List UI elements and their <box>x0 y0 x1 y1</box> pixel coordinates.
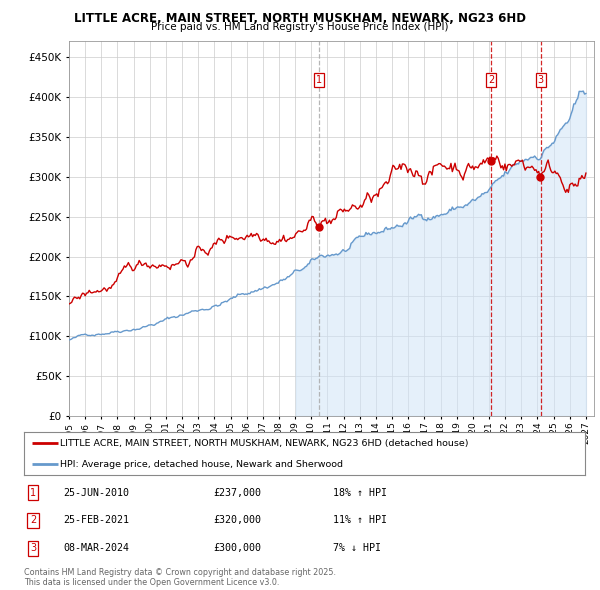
Text: £237,000: £237,000 <box>213 488 261 497</box>
Text: Contains HM Land Registry data © Crown copyright and database right 2025.
This d: Contains HM Land Registry data © Crown c… <box>24 568 336 587</box>
Text: HPI: Average price, detached house, Newark and Sherwood: HPI: Average price, detached house, Newa… <box>61 460 343 469</box>
Text: LITTLE ACRE, MAIN STREET, NORTH MUSKHAM, NEWARK, NG23 6HD (detached house): LITTLE ACRE, MAIN STREET, NORTH MUSKHAM,… <box>61 438 469 448</box>
Text: 2: 2 <box>30 516 36 525</box>
Text: £300,000: £300,000 <box>213 543 261 553</box>
Text: £320,000: £320,000 <box>213 516 261 525</box>
Text: 2: 2 <box>488 74 494 84</box>
Text: 1: 1 <box>30 488 36 497</box>
Text: LITTLE ACRE, MAIN STREET, NORTH MUSKHAM, NEWARK, NG23 6HD: LITTLE ACRE, MAIN STREET, NORTH MUSKHAM,… <box>74 12 526 25</box>
Text: 3: 3 <box>538 74 544 84</box>
Text: 3: 3 <box>30 543 36 553</box>
Text: 11% ↑ HPI: 11% ↑ HPI <box>333 516 387 525</box>
Text: 1: 1 <box>316 74 322 84</box>
Text: 18% ↑ HPI: 18% ↑ HPI <box>333 488 387 497</box>
Text: 7% ↓ HPI: 7% ↓ HPI <box>333 543 381 553</box>
Text: 25-JUN-2010: 25-JUN-2010 <box>63 488 129 497</box>
Text: Price paid vs. HM Land Registry's House Price Index (HPI): Price paid vs. HM Land Registry's House … <box>151 22 449 32</box>
Text: 08-MAR-2024: 08-MAR-2024 <box>63 543 129 553</box>
Text: 25-FEB-2021: 25-FEB-2021 <box>63 516 129 525</box>
